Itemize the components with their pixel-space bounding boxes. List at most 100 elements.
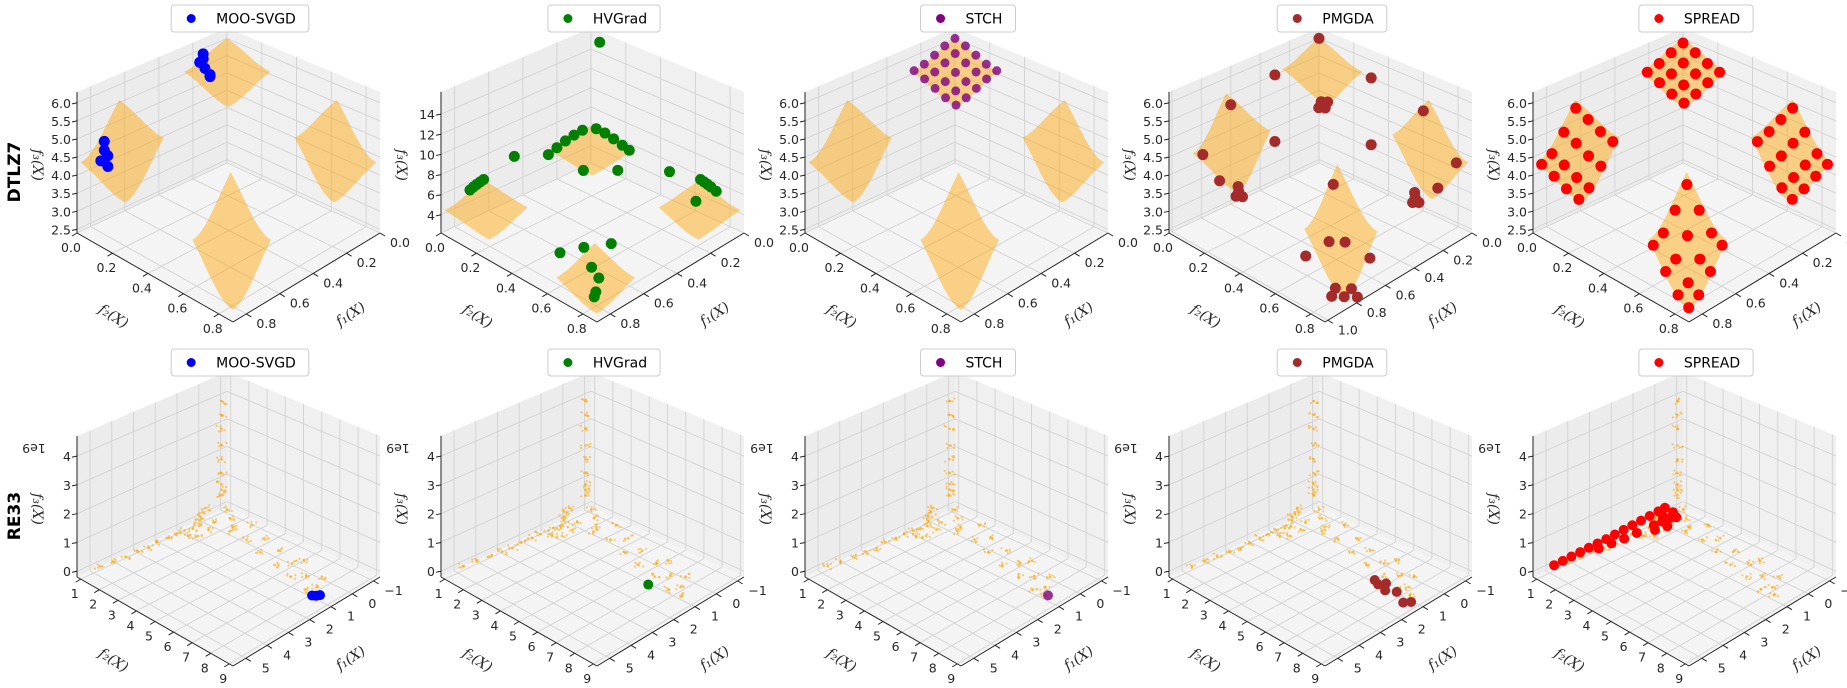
f2-tick-label: 6 bbox=[1256, 639, 1264, 654]
gridline bbox=[1168, 72, 1320, 140]
gridline bbox=[1682, 445, 1837, 515]
tick-mark bbox=[1358, 644, 1365, 649]
f1-axis-line bbox=[960, 576, 1109, 667]
reference-front-point bbox=[215, 424, 218, 427]
reference-front-point bbox=[567, 512, 570, 515]
gridline bbox=[1318, 162, 1473, 234]
tick-mark bbox=[1661, 652, 1667, 657]
data-point bbox=[568, 129, 580, 141]
reference-front-point bbox=[1313, 494, 1316, 498]
f3-tick-label: 2 bbox=[791, 507, 799, 522]
data-point bbox=[1606, 538, 1617, 549]
data-point bbox=[1432, 182, 1444, 194]
reference-front-point bbox=[1677, 397, 1681, 400]
reference-front-point bbox=[1677, 489, 1680, 493]
offset-text: 1e9 bbox=[750, 441, 774, 456]
reference-front-point bbox=[1251, 544, 1255, 547]
reference-front-point bbox=[613, 538, 616, 541]
f3-tick-label: 2.5 bbox=[779, 222, 799, 237]
data-point bbox=[1398, 597, 1409, 608]
tick-mark bbox=[71, 156, 78, 159]
reference-front-point bbox=[631, 534, 634, 537]
f3-tick-label: 0 bbox=[791, 564, 799, 579]
reference-front-point bbox=[1300, 507, 1303, 510]
reference-front-point bbox=[989, 535, 992, 538]
tick-mark bbox=[1101, 580, 1107, 585]
tick-mark bbox=[1835, 232, 1842, 237]
reference-front-point bbox=[1644, 531, 1647, 534]
reference-front-point bbox=[1275, 529, 1278, 532]
reference-front-point bbox=[1714, 538, 1717, 542]
reference-front-point bbox=[1674, 425, 1677, 429]
floor-pane bbox=[1169, 163, 1472, 322]
data-point bbox=[1351, 291, 1363, 303]
reference-front-point bbox=[1683, 510, 1686, 514]
gridline bbox=[80, 508, 231, 580]
data-point bbox=[1225, 99, 1237, 111]
reference-front-point bbox=[929, 524, 932, 527]
reference-front-point bbox=[1321, 524, 1324, 527]
data-point bbox=[1682, 277, 1694, 289]
reference-front-point bbox=[960, 527, 963, 530]
reference-front-point bbox=[1323, 525, 1326, 529]
reference-front-point bbox=[179, 531, 182, 534]
f1-tick-label: 0.2 bbox=[721, 255, 741, 270]
reference-front-point bbox=[556, 533, 559, 536]
reference-front-point bbox=[560, 534, 564, 538]
data-point bbox=[1693, 289, 1705, 301]
reference-front-point bbox=[225, 415, 228, 418]
reference-front-point bbox=[1404, 586, 1407, 589]
gridline bbox=[158, 194, 314, 274]
tick-mark bbox=[1223, 610, 1229, 615]
f2-tick-label: 2 bbox=[1181, 597, 1189, 612]
reference-front-point bbox=[294, 574, 297, 577]
f1-axis-label: f₁(X) bbox=[696, 299, 732, 330]
reference-front-point bbox=[916, 527, 919, 531]
reference-front-point bbox=[471, 558, 474, 561]
reference-front-point bbox=[508, 546, 511, 549]
reference-front-point bbox=[1722, 534, 1725, 537]
reference-front-point bbox=[1027, 559, 1030, 563]
tick-mark bbox=[716, 593, 722, 598]
gridline bbox=[804, 107, 956, 176]
reference-front-point bbox=[471, 560, 474, 563]
reference-front-point bbox=[1031, 589, 1034, 592]
tick-mark bbox=[1163, 192, 1170, 195]
f2-axis-line bbox=[1168, 232, 1326, 323]
legend: PMGDA bbox=[1276, 4, 1388, 33]
reference-front-point bbox=[223, 489, 226, 492]
gridline bbox=[1239, 194, 1389, 274]
reference-front-point bbox=[850, 554, 853, 557]
reference-front-point bbox=[957, 527, 960, 530]
reference-front-point bbox=[1758, 562, 1761, 565]
reference-front-point bbox=[1315, 416, 1318, 419]
reference-front-point bbox=[304, 573, 308, 576]
reference-front-point bbox=[596, 523, 599, 526]
data-point bbox=[1690, 68, 1702, 80]
reference-front-point bbox=[242, 536, 245, 539]
reference-front-point bbox=[855, 557, 858, 561]
offset-text: 1e9 bbox=[22, 441, 46, 456]
reference-front-point bbox=[225, 402, 228, 406]
tick-mark bbox=[1527, 484, 1534, 487]
reference-front-point bbox=[565, 510, 569, 514]
reference-front-point bbox=[589, 484, 592, 487]
gridline bbox=[1168, 141, 1320, 212]
reference-front-point bbox=[991, 534, 994, 537]
legend-label: SPREAD bbox=[1684, 12, 1740, 28]
reference-front-point bbox=[688, 576, 691, 580]
reference-front-point bbox=[1045, 575, 1049, 579]
reference-front-point bbox=[1018, 561, 1021, 564]
legend-marker bbox=[1654, 14, 1664, 23]
f1-axis-line bbox=[1688, 576, 1837, 667]
reference-front-point bbox=[1364, 546, 1367, 550]
reference-front-point bbox=[223, 429, 226, 432]
reference-front-point bbox=[320, 577, 323, 580]
f3-tick-label: 12 bbox=[419, 127, 435, 142]
reference-front-point bbox=[571, 523, 574, 526]
reference-front-point bbox=[1344, 522, 1347, 525]
data-point bbox=[464, 184, 476, 196]
reference-front-point bbox=[998, 564, 1001, 567]
legend-label: HVGrad bbox=[593, 12, 647, 28]
